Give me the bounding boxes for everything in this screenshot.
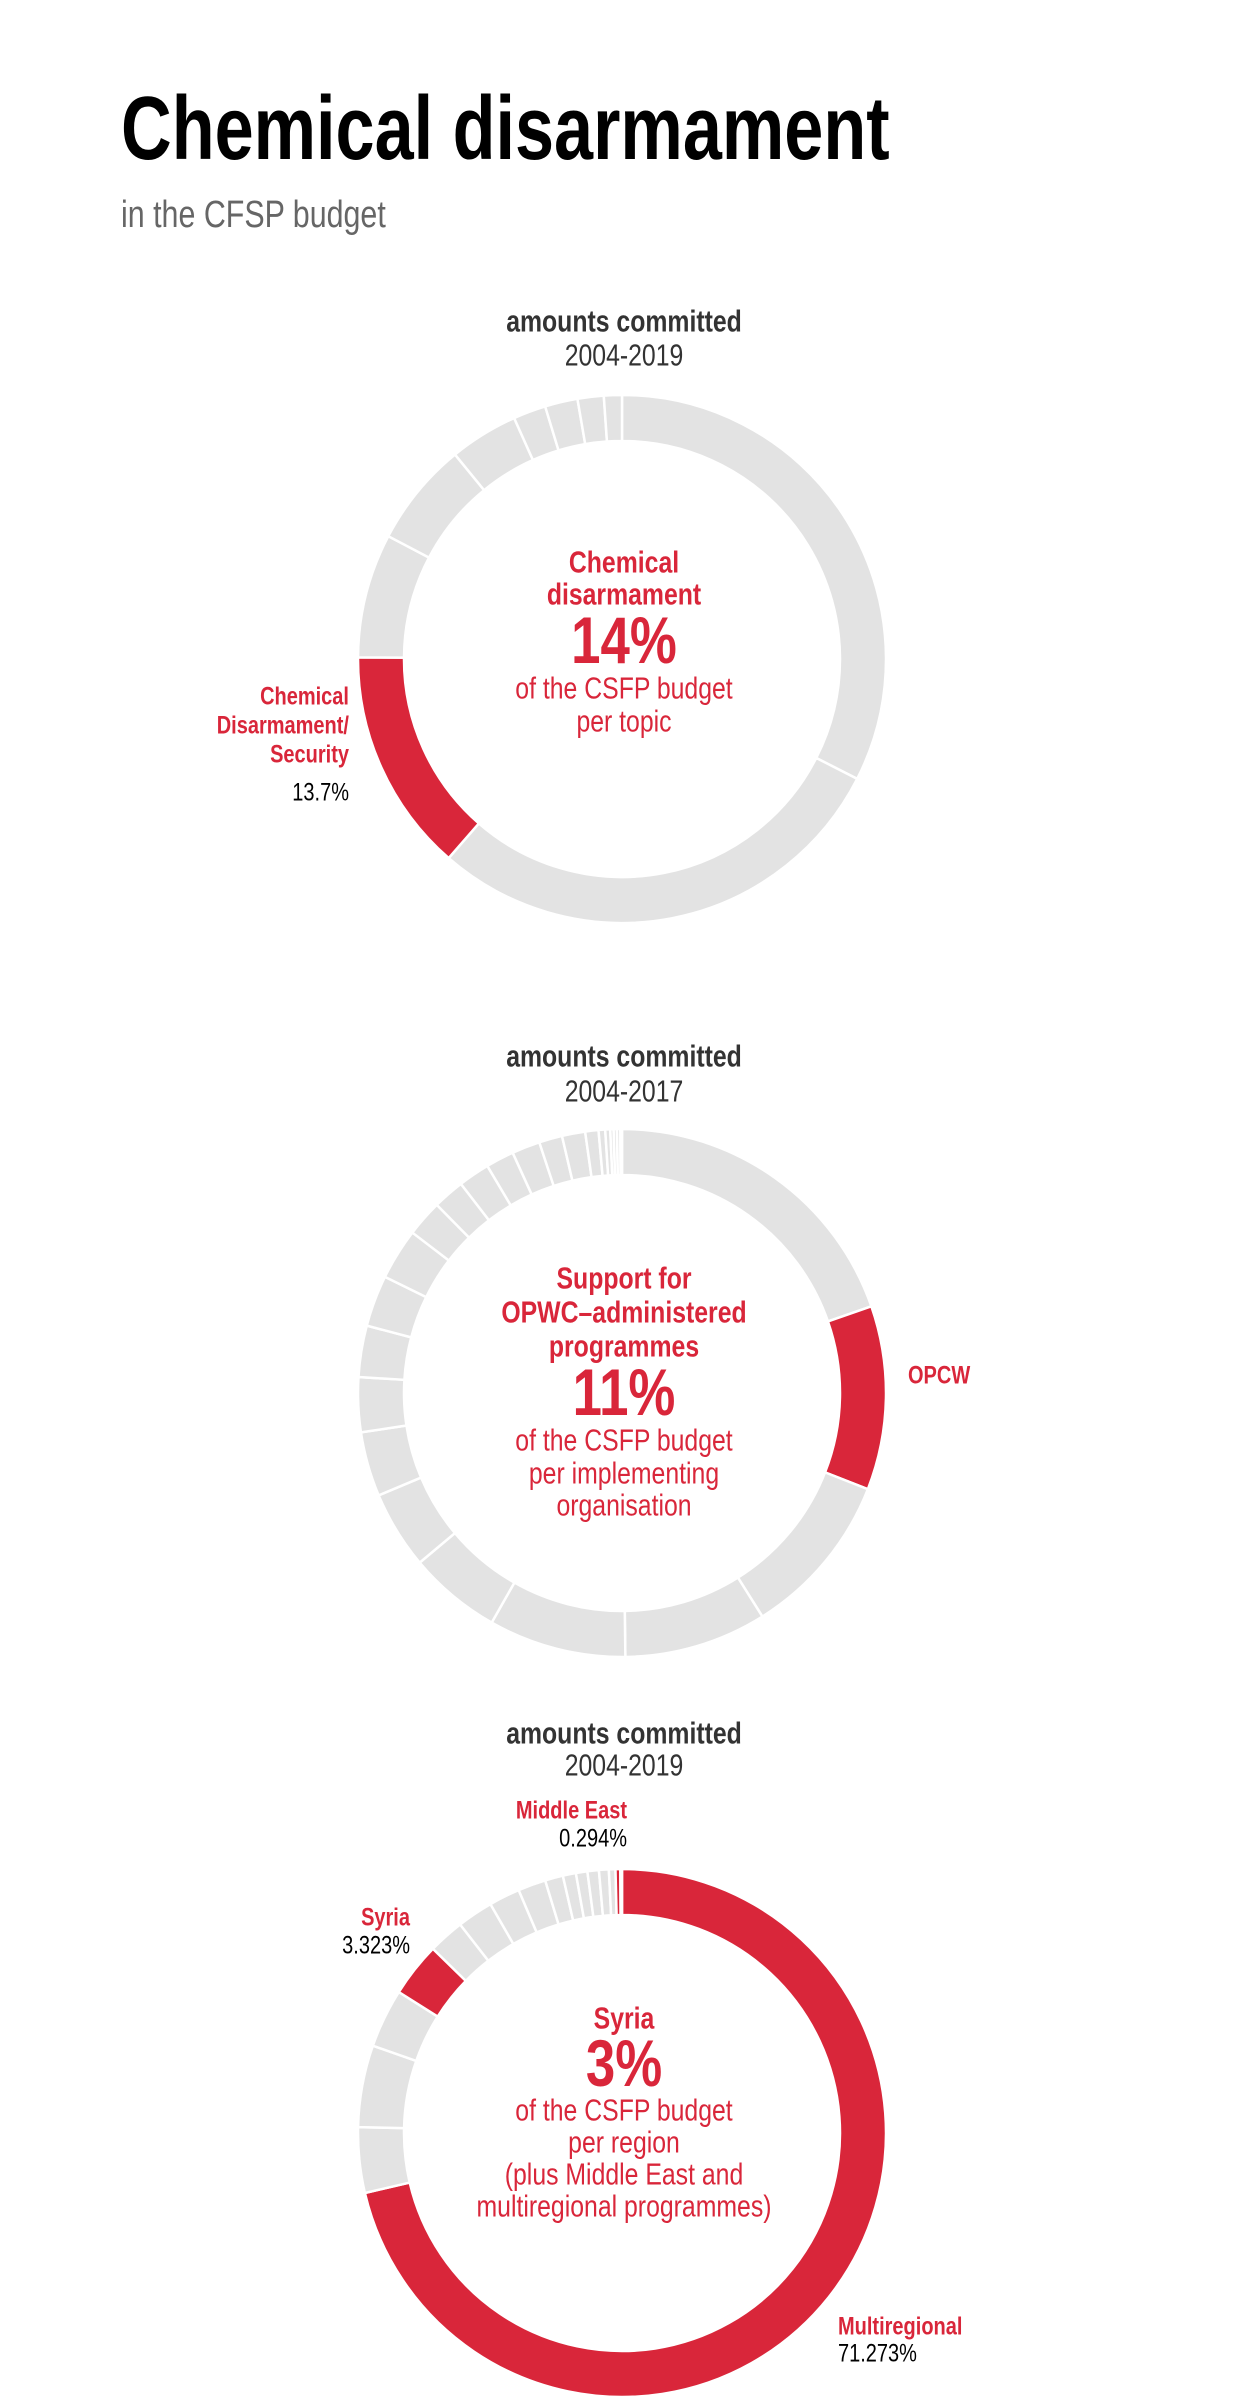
page-title: Chemical disarmament (121, 79, 890, 179)
chart3-label: Middle East (515, 1796, 627, 1825)
chart3-center-percent: 3% (585, 2026, 663, 2100)
chart3-label: Syria (361, 1903, 410, 1932)
chart3-period: 2004-2019 (564, 1747, 684, 1783)
chart2-period: 2004-2017 (564, 1073, 684, 1109)
chart2-label: OPCW (908, 1361, 971, 1390)
chart2-center-title: Support for (556, 1260, 692, 1296)
chart2-segment-3 (736, 1470, 870, 1619)
chart2-segment-5 (489, 1580, 627, 1659)
chart2-center-caption: per implementing (528, 1455, 720, 1491)
chart1-center-caption: per topic (576, 703, 672, 739)
chart1-label: Security (270, 740, 349, 769)
chart1-label-value: 13.7% (292, 778, 349, 807)
chart3-segment-1 (363, 1867, 888, 2399)
chart1-segment-2 (446, 756, 859, 925)
chart3-center-caption: (plus Middle East and (504, 2156, 744, 2192)
chart2-segment-4 (623, 1575, 765, 1659)
chart1-label: Chemical (260, 682, 349, 711)
chart3-header: amounts committed (506, 1715, 742, 1751)
chart3-label-value: 3.323% (342, 1931, 410, 1960)
chart1-center-title: disarmament (546, 576, 702, 612)
chart3-center-caption: per region (568, 2124, 680, 2160)
chart1-label: Disarmament/ (216, 711, 349, 740)
chart2-segment-2 (823, 1304, 888, 1491)
page-subtitle: in the CFSP budget (121, 194, 386, 236)
chart3-segment-17 (619, 1867, 624, 1917)
chart1-center-percent: 14% (571, 603, 677, 677)
chart1-period: 2004-2019 (564, 337, 684, 373)
chart2-center-caption: of the CSFP budget (515, 1422, 733, 1458)
chart1-center-title: Chemical (568, 544, 680, 580)
chart2-segment-26 (619, 1127, 624, 1177)
chart3-label: Multiregional (838, 2312, 963, 2341)
chart3-label-value: 71.273% (838, 2339, 917, 2368)
chart3-label-value: 0.294% (559, 1824, 627, 1853)
chart2-center-title: OPWC–administered (501, 1294, 747, 1330)
chart1-center-caption: of the CSFP budget (515, 670, 733, 706)
chart2-center-percent: 11% (572, 1355, 676, 1429)
chart2-segment-9 (356, 1375, 408, 1434)
chart3-center-title: Syria (593, 2000, 655, 2036)
chart3-segment-2 (356, 2125, 412, 2195)
chart1-segment-10 (602, 393, 624, 443)
chart3-center-caption: of the CSFP budget (515, 2092, 733, 2128)
chart1-segment-4 (356, 534, 431, 659)
chart1-header: amounts committed (506, 303, 742, 339)
chart2-center-caption: organisation (556, 1487, 692, 1523)
chart3-center-caption: multiregional programmes) (476, 2188, 772, 2224)
chart2-center-title: programmes (548, 1328, 700, 1364)
chart2-header: amounts committed (506, 1038, 742, 1074)
chart1-segment-3 (356, 656, 481, 860)
